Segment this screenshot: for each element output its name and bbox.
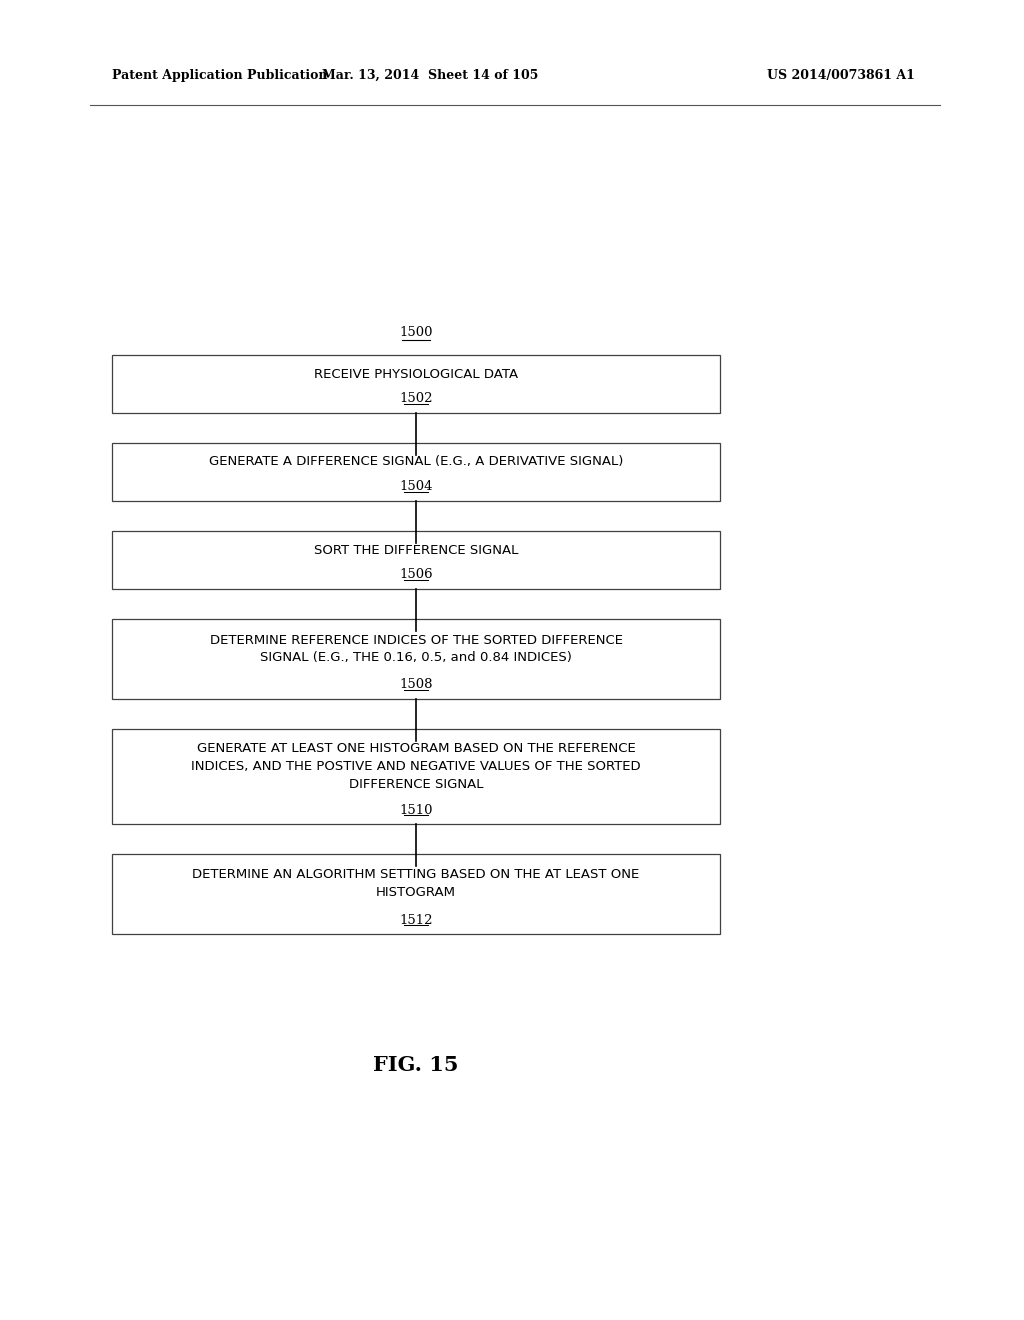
Polygon shape [411, 854, 421, 866]
Text: FIG. 15: FIG. 15 [374, 1055, 459, 1074]
Text: 1504: 1504 [399, 480, 433, 494]
Bar [112, 729, 720, 824]
Text: 1500: 1500 [399, 326, 433, 339]
Text: GENERATE AT LEAST ONE HISTOGRAM BASED ON THE REFERENCE: GENERATE AT LEAST ONE HISTOGRAM BASED ON… [197, 742, 635, 755]
Text: 1506: 1506 [399, 569, 433, 582]
Polygon shape [411, 531, 421, 543]
Text: RECEIVE PHYSIOLOGICAL DATA: RECEIVE PHYSIOLOGICAL DATA [314, 367, 518, 380]
Bar [112, 854, 720, 935]
Text: HISTOGRAM: HISTOGRAM [376, 887, 456, 899]
Text: DETERMINE AN ALGORITHM SETTING BASED ON THE AT LEAST ONE: DETERMINE AN ALGORITHM SETTING BASED ON … [193, 869, 640, 882]
Text: Mar. 13, 2014  Sheet 14 of 105: Mar. 13, 2014 Sheet 14 of 105 [322, 69, 539, 82]
Text: GENERATE A DIFFERENCE SIGNAL (E.G., A DERIVATIVE SIGNAL): GENERATE A DIFFERENCE SIGNAL (E.G., A DE… [209, 455, 624, 469]
Text: INDICES, AND THE POSTIVE AND NEGATIVE VALUES OF THE SORTED: INDICES, AND THE POSTIVE AND NEGATIVE VA… [191, 760, 641, 774]
Text: 1510: 1510 [399, 804, 433, 817]
Text: 1512: 1512 [399, 913, 433, 927]
Text: DIFFERENCE SIGNAL: DIFFERENCE SIGNAL [349, 777, 483, 791]
Text: Patent Application Publication: Patent Application Publication [112, 69, 328, 82]
Bar [112, 531, 720, 589]
Polygon shape [411, 619, 421, 631]
Text: SIGNAL (E.G., THE 0.16, 0.5, and 0.84 INDICES): SIGNAL (E.G., THE 0.16, 0.5, and 0.84 IN… [260, 652, 572, 664]
Text: 1502: 1502 [399, 392, 433, 405]
Polygon shape [411, 729, 421, 741]
Bar [112, 355, 720, 413]
Text: SORT THE DIFFERENCE SIGNAL: SORT THE DIFFERENCE SIGNAL [313, 544, 518, 557]
Text: US 2014/0073861 A1: US 2014/0073861 A1 [767, 69, 915, 82]
Text: DETERMINE REFERENCE INDICES OF THE SORTED DIFFERENCE: DETERMINE REFERENCE INDICES OF THE SORTE… [210, 634, 623, 647]
Bar [112, 619, 720, 700]
Text: 1508: 1508 [399, 678, 433, 692]
Polygon shape [411, 444, 421, 455]
Bar [112, 444, 720, 502]
